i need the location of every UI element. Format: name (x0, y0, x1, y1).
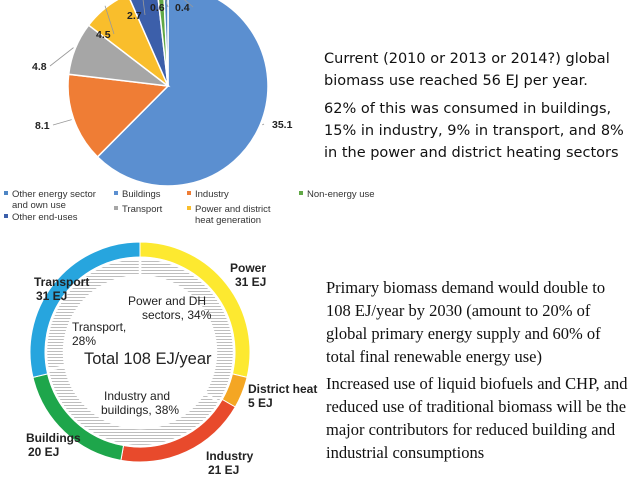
legend-label: Non-energy use (307, 189, 375, 200)
pie-leader-line (142, 0, 146, 16)
donut-outer-value: 31 EJ (36, 289, 67, 303)
donut-inner-label: Transport, (72, 320, 126, 334)
legend-label: Buildings (122, 189, 161, 200)
pie-value-labels: 35.1 8.1 4.8 4.5 2.7 0.6 0.4 (32, 0, 293, 132)
legend-swatch (187, 206, 191, 210)
pie-value-label: 4.8 (32, 61, 47, 73)
pie-chart (67, 0, 269, 187)
contributors-text: Increased use of liquid biofuels and CHP… (326, 374, 628, 462)
legend-label: heat generation (195, 215, 261, 226)
donut-outer-label: District heat (248, 382, 317, 396)
pie-value-label: 8.1 (35, 120, 50, 132)
legend-swatch (114, 191, 118, 195)
donut-inner-label: 28% (72, 334, 96, 348)
donut-inner-label: buildings, 38% (101, 403, 179, 417)
donut-outer-label: Power (230, 261, 266, 275)
pie-leader-line (52, 119, 72, 126)
pie-leader-line (49, 47, 74, 67)
legend-swatch (4, 214, 8, 218)
legend-swatch (114, 206, 118, 210)
projection-text: Primary biomass demand would double to 1… (326, 278, 606, 366)
donut-center (64, 276, 216, 428)
pie-leader-line (262, 123, 265, 126)
donut-inner-label: Industry and (104, 389, 170, 403)
current-use-text: Current (2010 or 2013 or 2014?) global b… (324, 51, 610, 89)
pie-value-label: 35.1 (272, 119, 293, 131)
donut-outer-value: 21 EJ (208, 463, 239, 477)
donut-inner-label: Power and DH (128, 294, 206, 308)
legend-label: Transport (122, 204, 163, 215)
pie-slice-industry (67, 73, 170, 158)
pie-value-label: 2.7 (127, 10, 142, 22)
legend-swatch (187, 191, 191, 195)
legend-label: Other energy sector (12, 189, 96, 200)
donut-outer-label: Buildings (26, 431, 81, 445)
pie-slice-buildings (96, 0, 269, 187)
donut-outer-label: Transport (34, 275, 89, 289)
pie-leader-line (165, 0, 169, 8)
pie-slice-other-end-uses (129, 0, 169, 87)
pie-value-label: 0.6 (150, 2, 165, 14)
donut-outer-value: 31 EJ (235, 275, 266, 289)
legend-label: Other end-uses (12, 212, 78, 223)
donut-outer-value: 5 EJ (248, 396, 273, 410)
pie-slice-power-and-district-heat-generation (87, 0, 169, 87)
legend-label: and own use (12, 200, 66, 211)
donut-center-label: Total 108 EJ/year (84, 350, 212, 368)
donut-inner-ring (44, 256, 236, 448)
legend-label: Industry (195, 189, 229, 200)
legend-swatch (299, 191, 303, 195)
donut-outer-label: Industry (206, 449, 254, 463)
legend-label: Power and district (195, 204, 271, 215)
pie-leader-line (184, 0, 194, 8)
pie-leader-line (104, 5, 115, 35)
donut-outer-value: 20 EJ (28, 445, 59, 459)
donut-inner-label: sectors, 34% (142, 308, 212, 322)
pie-slice-other-energy-sector-and-own-use (163, 0, 169, 87)
legend-swatch (4, 191, 8, 195)
pie-value-label: 4.5 (96, 29, 111, 41)
consumption-share-text: 62% of this was consumed in buildings, 1… (324, 101, 624, 161)
pie-value-label: 0.4 (175, 2, 190, 14)
